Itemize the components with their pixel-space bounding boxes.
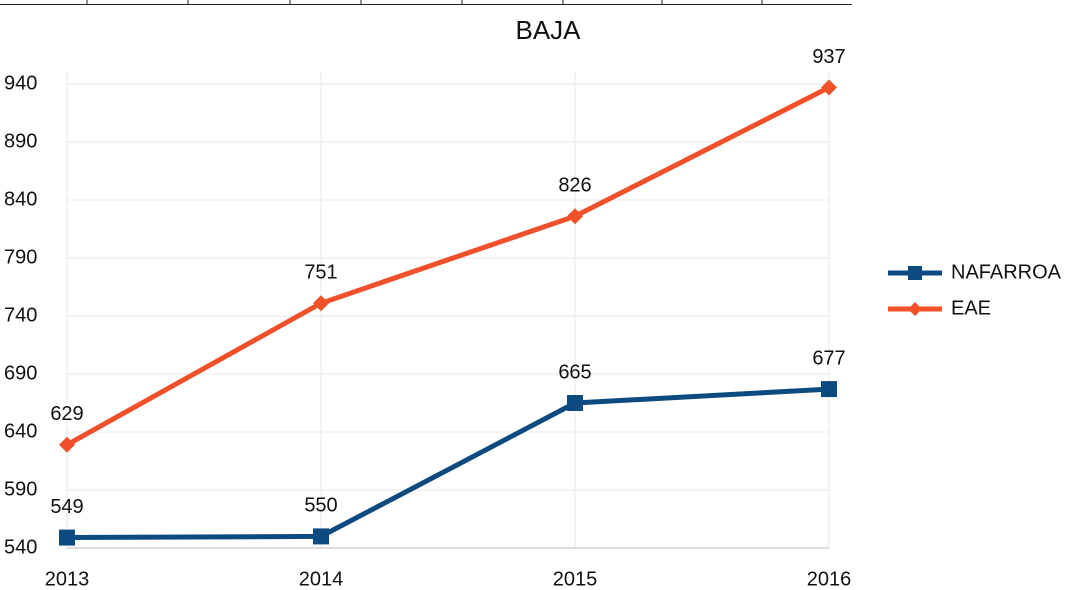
data-label: 550 <box>304 495 337 517</box>
data-point <box>821 381 837 398</box>
y-tick-label: 590 <box>4 478 37 500</box>
data-label: 937 <box>812 46 845 68</box>
data-label: 677 <box>812 347 845 369</box>
y-tick-label: 740 <box>4 304 37 326</box>
data-point <box>821 79 837 96</box>
y-tick-label: 640 <box>4 420 37 442</box>
x-tick-label: 2014 <box>299 568 344 590</box>
data-point <box>313 528 329 545</box>
data-label: 629 <box>50 403 83 425</box>
data-label: 665 <box>558 361 591 383</box>
legend-marker <box>908 266 922 280</box>
top-table-border <box>0 0 852 5</box>
data-label: 751 <box>304 262 337 284</box>
data-point <box>59 436 75 453</box>
y-tick-label: 840 <box>4 188 37 210</box>
x-tick-label: 2015 <box>553 568 598 590</box>
series-line <box>65 85 831 447</box>
legend-marker <box>908 302 922 316</box>
data-point <box>59 529 75 546</box>
x-tick-label: 2013 <box>45 568 90 590</box>
series-line <box>66 386 830 541</box>
data-point <box>313 295 329 312</box>
data-point <box>567 395 583 411</box>
y-tick-label: 540 <box>4 536 37 558</box>
y-tick-label: 690 <box>4 362 37 384</box>
y-tick-label: 890 <box>4 130 37 152</box>
data-label: 826 <box>558 175 591 197</box>
data-label: 549 <box>50 496 83 518</box>
x-tick-label: 2016 <box>807 568 852 590</box>
y-tick-label: 940 <box>4 72 37 94</box>
legend-label: EAE <box>951 297 991 319</box>
chart-title: BAJA <box>515 15 581 45</box>
y-tick-label: 790 <box>4 246 37 268</box>
legend-label: NAFARROA <box>951 261 1062 283</box>
data-point <box>567 208 583 225</box>
